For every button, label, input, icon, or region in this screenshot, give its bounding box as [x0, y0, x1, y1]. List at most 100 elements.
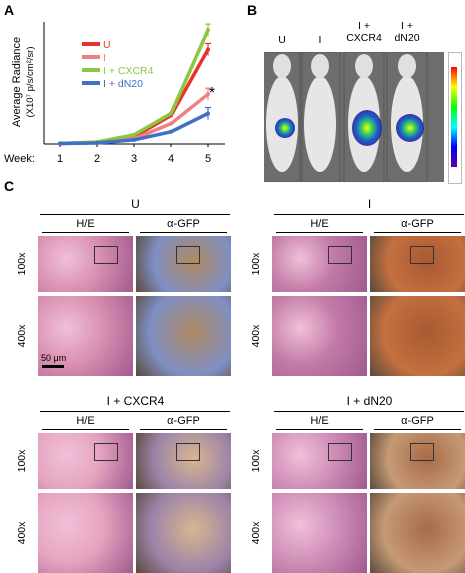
stain-rule: [374, 232, 461, 233]
zoom-box: [176, 246, 200, 264]
imaging-labels: U I I + CXCR4 I + dN20: [262, 20, 462, 50]
mouse-body: [304, 76, 336, 172]
micrograph-he: [272, 236, 367, 292]
data-point: [169, 129, 173, 134]
histology-group-title: I: [367, 197, 372, 211]
panel-letter-a: A: [4, 2, 15, 18]
mouse: [261, 51, 303, 183]
stain-rule: [140, 232, 227, 233]
zoom-box: [94, 443, 118, 461]
scale-bar: [42, 365, 64, 368]
mouse-head: [273, 54, 291, 78]
magnification-label: 400x: [250, 324, 262, 348]
zoom-box: [410, 246, 434, 264]
data-point: [95, 140, 99, 145]
group-title-rule: [40, 214, 230, 215]
mouse-head: [355, 54, 373, 78]
micrograph-he: [272, 296, 367, 376]
x-tick-label: 1: [57, 153, 63, 165]
histology-group-title: I + CXCR4: [106, 394, 165, 408]
stain-rule: [42, 232, 129, 233]
magnification-label: 400x: [16, 324, 28, 348]
mice-image: [261, 51, 428, 183]
magnification-label: 100x: [16, 252, 28, 276]
mouse: [343, 51, 385, 183]
radiance-chart: Average Radiance (X10⁷ p/s/cm²/sr) Week:…: [4, 22, 225, 165]
micrograph-gfp: [370, 296, 465, 376]
stain-label-gfp: α-GFP: [167, 415, 200, 427]
panel-letter-b: B: [247, 2, 258, 18]
micrograph-gfp: [370, 493, 465, 573]
magnification-label: 100x: [250, 449, 262, 473]
x-axis-label: Week:: [4, 153, 35, 165]
micrograph-gfp: [136, 493, 231, 573]
magnification-label: 100x: [250, 252, 262, 276]
stain-rule: [276, 429, 363, 430]
group-title-rule: [40, 411, 230, 412]
y-axis-label-line1: Average Radiance: [11, 37, 23, 127]
luminescence-signal: [352, 110, 382, 146]
imaging-photo: [261, 51, 444, 183]
stain-label-gfp: α-GFP: [401, 218, 434, 230]
data-point: [58, 141, 62, 146]
stain-rule: [276, 232, 363, 233]
micrograph-gfp: [370, 236, 465, 292]
significance-asterisk: *: [209, 85, 215, 102]
micrograph-he: [272, 433, 367, 489]
micrograph-gfp: [370, 433, 465, 489]
stain-label-he: H/E: [76, 218, 95, 230]
micrograph-gfp: [136, 236, 231, 292]
micrograph-he: [272, 493, 367, 573]
group-title-rule: [274, 411, 464, 412]
micrograph-he: [38, 493, 133, 573]
zoom-box: [328, 443, 352, 461]
imaging-group-label: I: [318, 34, 322, 46]
zoom-box: [94, 246, 118, 264]
stain-rule: [374, 429, 461, 430]
zoom-box: [410, 443, 434, 461]
legend-label: I: [103, 52, 106, 64]
stain-rule: [140, 429, 227, 430]
imaging-group-label: I + CXCR4: [346, 20, 382, 44]
data-point: [132, 137, 136, 142]
magnification-label: 400x: [16, 521, 28, 545]
micrograph-he: [38, 433, 133, 489]
imaging-panel: U I I + CXCR4 I + dN20: [261, 20, 462, 184]
color-scale-bar: [448, 52, 462, 184]
mouse-head: [398, 54, 416, 78]
scale-bar-label: 50 μm: [41, 353, 67, 363]
mouse-head: [311, 54, 329, 78]
mouse: [386, 51, 428, 183]
micrograph-gfp: [136, 296, 231, 376]
legend-label: I + CXCR4: [103, 65, 154, 77]
stain-label-he: H/E: [76, 415, 95, 427]
stain-label-gfp: α-GFP: [167, 218, 200, 230]
x-tick-label: 5: [205, 153, 211, 165]
magnification-label: 100x: [16, 449, 28, 473]
color-scale-gradient: [451, 67, 457, 167]
data-point: [169, 111, 173, 116]
panel-letter-c: C: [4, 178, 15, 194]
stain-rule: [42, 429, 129, 430]
histology-group-title: U: [131, 197, 140, 211]
imaging-group-label: U: [278, 34, 286, 46]
zoom-box: [176, 443, 200, 461]
mouse: [299, 51, 341, 183]
legend-label: U: [103, 39, 111, 51]
data-point: [169, 121, 173, 126]
micrograph-he: [38, 236, 133, 292]
zoom-box: [328, 246, 352, 264]
data-point: [132, 132, 136, 137]
magnification-label: 400x: [250, 521, 262, 545]
micrograph-gfp: [136, 433, 231, 489]
luminescence-signal: [396, 114, 424, 142]
luminescence-signal: [275, 118, 295, 138]
stain-label-he: H/E: [310, 415, 329, 427]
x-tick-label: 2: [94, 153, 100, 165]
stain-label-gfp: α-GFP: [401, 415, 434, 427]
y-axis-label-line2: (X10⁷ p/s/cm²/sr): [25, 47, 36, 118]
series-line: [59, 48, 210, 146]
legend-label: I + dN20: [103, 78, 143, 90]
micrograph-he: [38, 296, 133, 376]
histology-group-title: I + dN20: [346, 394, 393, 408]
